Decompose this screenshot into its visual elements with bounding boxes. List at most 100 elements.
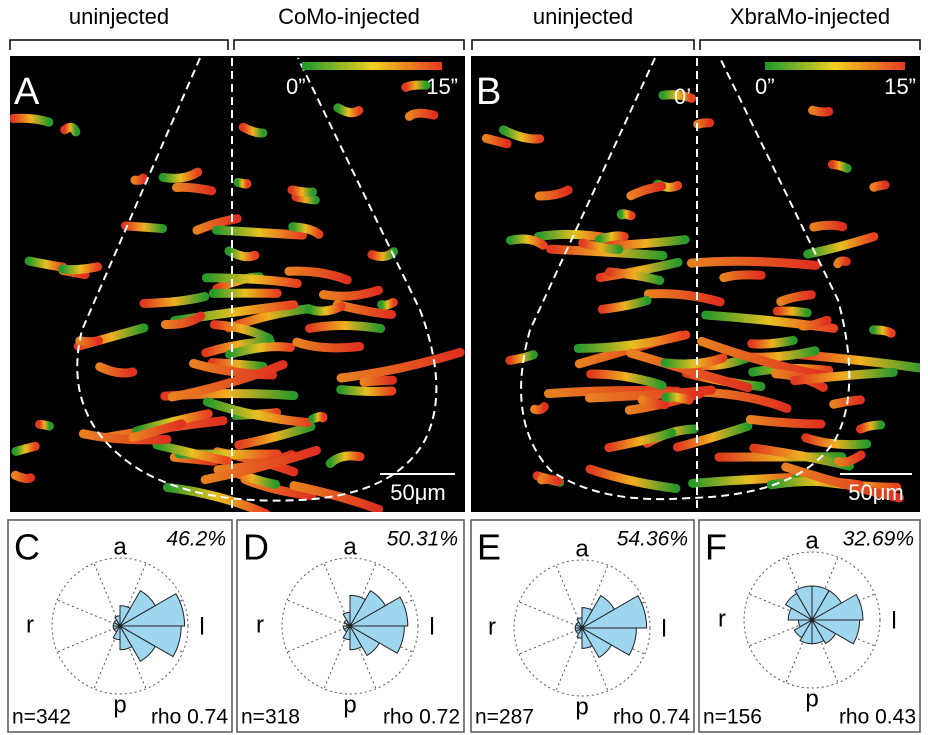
axis-label: a <box>343 533 357 560</box>
rho: rho 0.74 <box>151 706 228 729</box>
axis-label: r <box>26 611 34 638</box>
track <box>15 475 30 478</box>
axis-label: l <box>891 607 896 634</box>
group-label: XbraMo-injected <box>730 4 890 29</box>
rose-spoke <box>57 626 120 652</box>
percentage: 50.31% <box>387 528 458 551</box>
axis-label: l <box>661 615 666 642</box>
rho: rho 0.43 <box>839 706 916 729</box>
sample-size: n=342 <box>12 706 71 729</box>
track <box>135 178 144 180</box>
rose-spoke <box>287 626 350 652</box>
track <box>409 113 433 116</box>
rho: rho 0.72 <box>383 706 460 729</box>
axis-label: a <box>113 533 127 560</box>
axis-label: a <box>805 527 819 554</box>
track <box>310 306 341 311</box>
group-label: uninjected <box>533 4 633 29</box>
rose-spoke <box>287 600 350 626</box>
track <box>691 261 815 265</box>
axis-label: r <box>256 611 264 638</box>
percentage: 32.69% <box>843 528 914 551</box>
track <box>313 416 323 418</box>
track <box>177 187 212 191</box>
track <box>382 302 394 305</box>
axis-label: r <box>718 605 726 632</box>
sample-size: n=156 <box>703 706 762 729</box>
colorbar-label: 0” <box>755 74 775 99</box>
track <box>698 123 710 124</box>
rose-spoke <box>519 628 582 654</box>
track <box>310 326 381 329</box>
sample-size: n=318 <box>241 706 300 729</box>
track <box>338 108 359 113</box>
track <box>126 226 163 229</box>
track <box>16 446 35 451</box>
percentage: 54.36% <box>617 528 688 551</box>
axis-label: l <box>199 613 204 640</box>
rose-spoke <box>519 602 582 628</box>
track <box>777 311 807 313</box>
track <box>874 185 885 187</box>
track <box>814 225 843 227</box>
axis-label: l <box>429 613 434 640</box>
track <box>486 138 507 143</box>
scale-bar-label: 50μm <box>848 480 903 505</box>
figure: uninjected CoMo-injected uninjected Xbra… <box>0 0 928 735</box>
sample-size: n=287 <box>475 706 534 729</box>
axis-label: r <box>488 613 496 640</box>
panel-letter: C <box>14 527 40 568</box>
panel-letter: E <box>477 527 501 568</box>
panel-letter: F <box>705 527 727 568</box>
rose-spoke <box>57 600 120 626</box>
track <box>813 110 829 112</box>
panel-letter: A <box>14 71 40 113</box>
colorbar-label: 15” <box>426 74 458 99</box>
percentage: 46.2% <box>166 528 226 551</box>
axis-label: p <box>343 691 356 718</box>
colorbar <box>302 62 442 70</box>
axis-label: p <box>805 685 818 712</box>
track <box>752 340 793 344</box>
track <box>29 261 63 267</box>
colorbar <box>765 62 905 70</box>
track <box>724 275 761 278</box>
scale-bar-label: 50μm <box>390 480 445 505</box>
colorbar-label: 15” <box>884 74 916 99</box>
track <box>217 230 303 235</box>
track <box>535 407 545 410</box>
axis-label: a <box>575 535 589 562</box>
brackets <box>10 40 920 50</box>
panel-letter: B <box>476 71 501 113</box>
rho: rho 0.74 <box>613 706 690 729</box>
track <box>599 236 624 240</box>
track <box>80 341 99 342</box>
group-label: uninjected <box>69 4 169 29</box>
track <box>510 355 533 361</box>
track <box>666 397 689 400</box>
group-label: CoMo-injected <box>278 4 420 29</box>
track <box>40 424 50 426</box>
track <box>292 190 313 192</box>
track <box>63 267 98 270</box>
track <box>65 127 76 132</box>
track <box>13 118 49 122</box>
axis-label: p <box>575 693 588 720</box>
axis-label: p <box>113 691 126 718</box>
time-label: 0’ <box>674 84 691 109</box>
track <box>750 419 821 424</box>
track <box>861 425 881 429</box>
track <box>621 214 631 216</box>
track <box>372 252 394 257</box>
track <box>296 197 315 200</box>
track <box>838 261 846 264</box>
track <box>238 182 247 184</box>
track <box>832 164 847 168</box>
track <box>874 330 892 333</box>
colorbar-label: 0” <box>286 74 306 99</box>
track <box>642 400 665 405</box>
track <box>341 390 392 392</box>
track <box>542 479 559 481</box>
panel-letter: D <box>243 527 269 568</box>
track <box>364 380 392 382</box>
